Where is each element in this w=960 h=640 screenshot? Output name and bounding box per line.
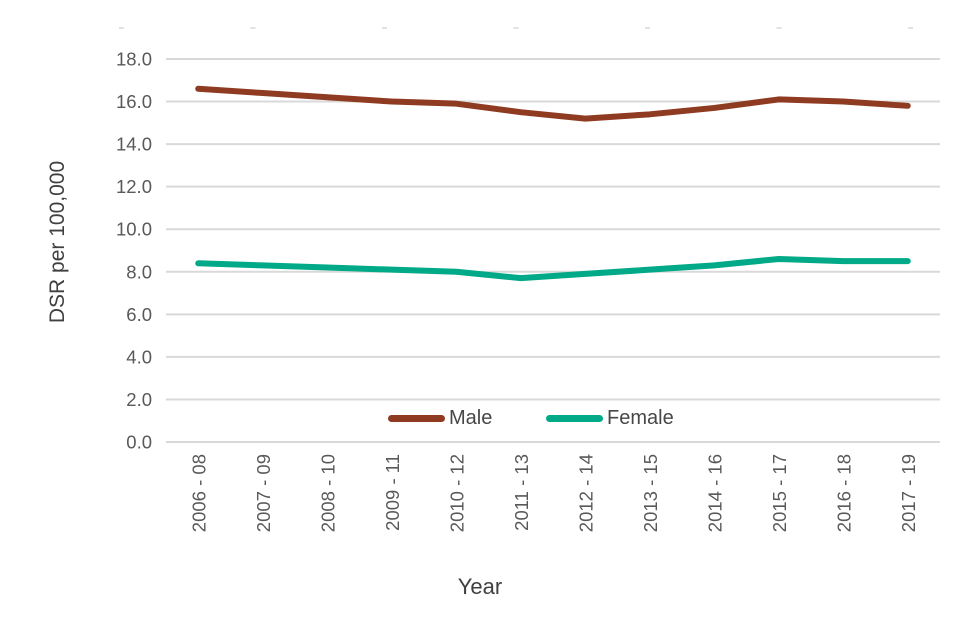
x-tick-label: 2011 - 13 [511, 454, 532, 531]
x-tick-label: 2013 - 15 [640, 454, 661, 532]
y-tick-label: 18.0 [116, 49, 152, 70]
y-axis-title: DSR per 100,000 [46, 160, 69, 324]
top-axis-tick [382, 27, 387, 29]
y-tick-label: 14.0 [116, 134, 152, 155]
top-axis-tick [776, 27, 782, 29]
legend-male-swatch [388, 414, 445, 422]
y-tick-label: 4.0 [126, 346, 152, 367]
top-axis-tick [119, 27, 124, 29]
y-tick-label: 16.0 [116, 91, 152, 112]
legend-female-label: Female [607, 407, 674, 429]
x-tick-label: 2015 - 17 [769, 454, 790, 532]
y-tick-label: 12.0 [116, 176, 152, 197]
x-tick-label: 2014 - 16 [704, 454, 725, 532]
x-tick-label: 2008 - 10 [317, 454, 338, 532]
legend-item-female[interactable]: Female [546, 408, 674, 428]
legend-item-male[interactable]: Male [388, 408, 492, 428]
top-axis-tick [513, 27, 519, 29]
top-axis-tick [250, 27, 256, 29]
x-tick-label: 2010 - 12 [446, 454, 467, 532]
x-tick-label: 2006 - 08 [188, 454, 209, 532]
y-tick-label: 8.0 [126, 261, 152, 282]
legend-male-label: Male [449, 407, 493, 429]
x-axis-title: Year [457, 574, 503, 599]
y-tick-label: 6.0 [126, 304, 152, 325]
y-tick-label: 2.0 [126, 389, 152, 410]
y-tick-label: 0.0 [126, 432, 152, 453]
series-line-male [195, 85, 911, 122]
y-tick-label: 10.0 [116, 219, 152, 240]
x-tick-label: 2009 - 11 [382, 454, 403, 531]
x-tick-label: 2007 - 09 [253, 454, 274, 532]
series-line-female [195, 256, 911, 282]
x-tick-label: 2012 - 14 [575, 454, 596, 532]
legend-female-swatch [546, 414, 603, 422]
x-tick-label: 2017 - 19 [898, 454, 919, 532]
x-tick-label: 2016 - 18 [833, 454, 854, 532]
top-axis-tick [645, 27, 650, 29]
top-axis-tick [908, 27, 913, 29]
